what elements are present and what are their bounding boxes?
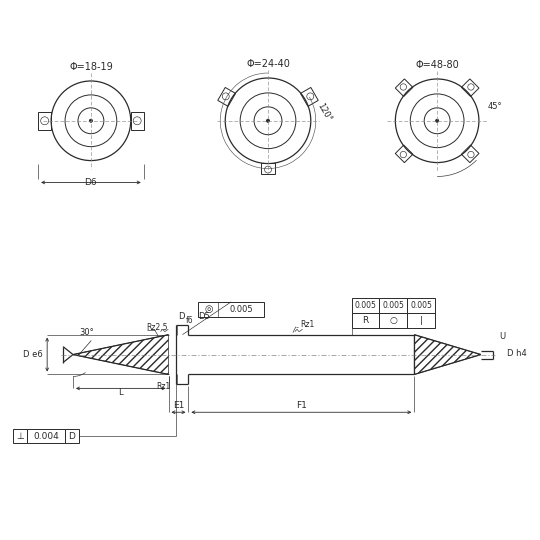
Bar: [407, 313, 435, 328]
Text: ⊥: ⊥: [16, 431, 24, 441]
Text: 0.004: 0.004: [33, 431, 59, 441]
Polygon shape: [395, 79, 413, 97]
Bar: [27, 429, 65, 443]
Text: U: U: [499, 332, 505, 341]
Text: Rz1: Rz1: [157, 382, 171, 391]
Polygon shape: [260, 163, 275, 174]
Circle shape: [267, 119, 269, 122]
Text: f6: f6: [186, 316, 193, 325]
Text: D: D: [178, 312, 185, 321]
Text: Φ=48-80: Φ=48-80: [415, 60, 459, 70]
Bar: [380, 313, 407, 328]
Text: 0.005: 0.005: [410, 301, 432, 310]
Text: F1: F1: [296, 401, 307, 410]
Polygon shape: [300, 87, 318, 106]
Text: Φ=18-19: Φ=18-19: [69, 62, 113, 72]
Text: D6: D6: [85, 178, 97, 187]
Circle shape: [436, 119, 438, 122]
Bar: [407, 298, 435, 313]
Text: 45°: 45°: [488, 103, 502, 111]
Bar: [65, 429, 79, 443]
Text: 0.005: 0.005: [382, 301, 404, 310]
Text: 0.005: 0.005: [230, 305, 253, 314]
Bar: [14, 429, 27, 443]
Bar: [380, 298, 407, 313]
Text: D e6: D e6: [23, 350, 43, 359]
Bar: [131, 112, 144, 130]
Text: Rz2.5: Rz2.5: [147, 323, 168, 332]
Text: E1: E1: [173, 401, 184, 410]
Text: Rz1: Rz1: [300, 320, 314, 329]
Polygon shape: [461, 145, 479, 163]
Text: D5: D5: [199, 312, 210, 321]
Text: D: D: [69, 431, 76, 441]
Text: 120°: 120°: [316, 102, 334, 124]
Text: R: R: [362, 316, 369, 325]
Polygon shape: [395, 145, 413, 163]
Bar: [352, 298, 380, 313]
Text: ○: ○: [389, 316, 397, 325]
Text: D h4: D h4: [507, 349, 526, 358]
Text: 0.005: 0.005: [355, 301, 376, 310]
Text: ◎: ◎: [204, 305, 213, 314]
Text: 30°: 30°: [79, 328, 94, 337]
Text: |: |: [420, 316, 423, 325]
Bar: [198, 302, 264, 317]
Polygon shape: [461, 79, 479, 97]
Polygon shape: [218, 87, 235, 106]
Bar: [352, 313, 380, 328]
Text: Φ=24-40: Φ=24-40: [246, 59, 290, 69]
Text: L: L: [118, 388, 123, 397]
Bar: [38, 112, 51, 130]
Circle shape: [90, 119, 92, 122]
